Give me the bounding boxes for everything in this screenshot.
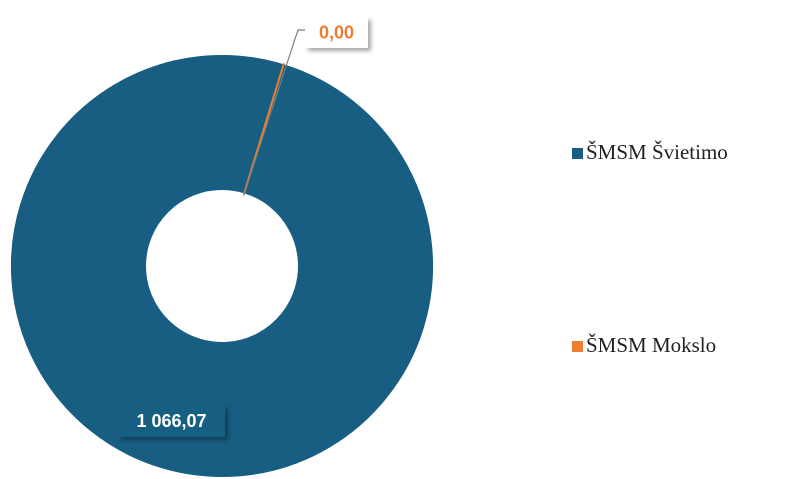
leader-line <box>242 29 305 196</box>
legend-marker <box>572 148 583 159</box>
data-label: 1 066,07 <box>136 411 206 431</box>
legend-marker <box>572 341 583 352</box>
label-box <box>305 17 368 48</box>
legend-label: ŠMSM Švietimo <box>586 140 728 164</box>
label-box <box>118 405 225 437</box>
legend-label: ŠMSM Mokslo <box>586 333 716 357</box>
donut-segment <box>9 53 435 479</box>
data-label: 0,00 <box>319 22 354 42</box>
